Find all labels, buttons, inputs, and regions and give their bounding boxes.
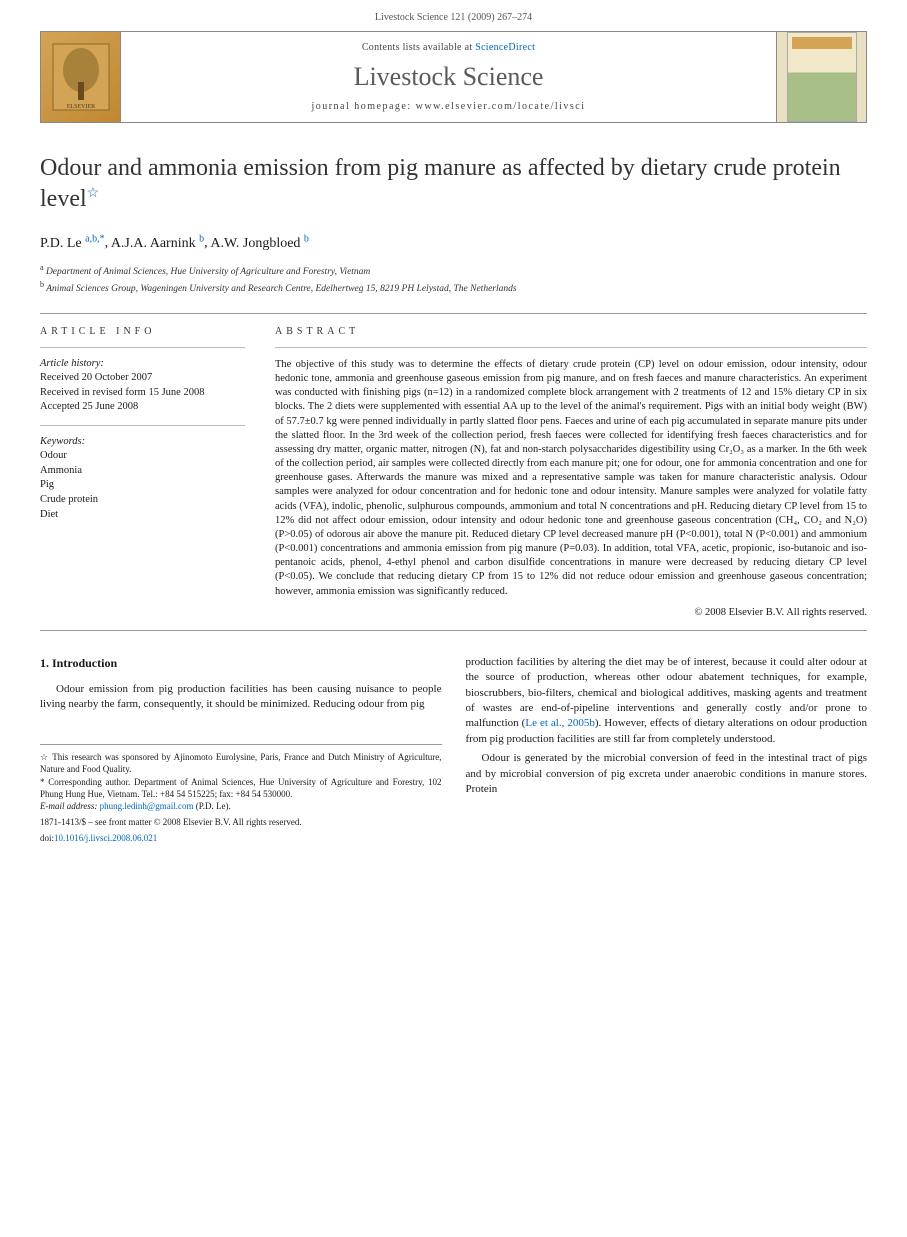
- email-who: (P.D. Le).: [196, 801, 231, 811]
- info-divider: [40, 347, 245, 348]
- elsevier-tree-icon: ELSEVIER: [51, 42, 111, 112]
- info-divider: [275, 347, 867, 348]
- journal-cover-thumbnail: [787, 32, 857, 122]
- journal-title: Livestock Science: [129, 62, 768, 92]
- sponsor-text: This research was sponsored by Ajinomoto…: [40, 752, 442, 774]
- star-icon: ☆: [40, 752, 49, 762]
- front-matter-line: 1871-1413/$ – see front matter © 2008 El…: [40, 816, 442, 828]
- footnotes-block: ☆ This research was sponsored by Ajinomo…: [40, 744, 442, 844]
- abstract-text: The objective of this study was to deter…: [275, 358, 867, 599]
- email-link[interactable]: phung.ledinh@gmail.com: [100, 801, 194, 811]
- affil-marker: b: [40, 280, 44, 289]
- affiliations-block: a Department of Animal Sciences, Hue Uni…: [40, 262, 867, 297]
- author-affil-marker: b: [304, 233, 309, 244]
- left-column: 1. Introduction Odour emission from pig …: [40, 655, 442, 845]
- intro-paragraph-2: production facilities by altering the di…: [466, 655, 868, 747]
- article-info-heading: ARTICLE INFO: [40, 326, 245, 337]
- svg-text:ELSEVIER: ELSEVIER: [66, 104, 94, 110]
- publisher-logo-box: ELSEVIER: [41, 32, 121, 122]
- separator-line: [40, 630, 867, 631]
- right-column: production facilities by altering the di…: [466, 655, 868, 845]
- author-1: P.D. Le a,b,*: [40, 236, 105, 251]
- keyword: Diet: [40, 508, 245, 523]
- homepage-prefix: journal homepage:: [311, 101, 415, 112]
- affiliation-b: b Animal Sciences Group, Wageningen Univ…: [40, 279, 867, 296]
- doi-label: doi:: [40, 833, 54, 843]
- author-name: P.D. Le: [40, 236, 82, 251]
- journal-banner: ELSEVIER Contents lists available at Sci…: [40, 31, 867, 123]
- email-label: E-mail address:: [40, 801, 97, 811]
- citation-link[interactable]: Le et al., 2005b: [525, 717, 595, 729]
- keywords-label: Keywords:: [40, 436, 245, 447]
- history-received: Received 20 October 2007: [40, 371, 245, 386]
- author-2: A.J.A. Aarnink b: [111, 236, 204, 251]
- corresponding-star-icon: *: [100, 233, 105, 244]
- keyword: Odour: [40, 449, 245, 464]
- abstract-heading: ABSTRACT: [275, 326, 867, 337]
- intro-paragraph-3: Odour is generated by the microbial conv…: [466, 751, 868, 797]
- info-divider: [40, 425, 245, 426]
- article-title: Odour and ammonia emission from pig manu…: [40, 153, 867, 215]
- affil-text: Department of Animal Sciences, Hue Unive…: [46, 267, 370, 277]
- author-list: P.D. Le a,b,*, A.J.A. Aarnink b, A.W. Jo…: [40, 233, 867, 252]
- abstract-block: ABSTRACT The objective of this study was…: [275, 326, 867, 618]
- author-affil-marker: a,b,: [85, 233, 99, 244]
- corresponding-text: Corresponding author. Department of Anim…: [40, 777, 442, 799]
- history-accepted: Accepted 25 June 2008: [40, 400, 245, 415]
- journal-homepage-line: journal homepage: www.elsevier.com/locat…: [129, 101, 768, 112]
- homepage-url: www.elsevier.com/locate/livsci: [416, 101, 586, 112]
- keyword: Crude protein: [40, 493, 245, 508]
- history-label: Article history:: [40, 358, 245, 369]
- author-affil-marker: b: [199, 233, 204, 244]
- article-info-sidebar: ARTICLE INFO Article history: Received 2…: [40, 326, 245, 618]
- affil-marker: a: [40, 263, 44, 272]
- contents-available-line: Contents lists available at ScienceDirec…: [129, 42, 768, 53]
- abstract-copyright: © 2008 Elsevier B.V. All rights reserved…: [275, 607, 867, 618]
- sponsor-footnote: ☆ This research was sponsored by Ajinomo…: [40, 751, 442, 775]
- keyword: Pig: [40, 478, 245, 493]
- separator-line: [40, 313, 867, 314]
- affil-text: Animal Sciences Group, Wageningen Univer…: [46, 285, 516, 295]
- author-3: A.W. Jongbloed b: [210, 236, 309, 251]
- sciencedirect-link[interactable]: ScienceDirect: [475, 42, 535, 53]
- contents-prefix: Contents lists available at: [362, 42, 475, 53]
- asterisk-icon: *: [40, 777, 45, 787]
- intro-paragraph-1: Odour emission from pig production facil…: [40, 682, 442, 713]
- history-revised: Received in revised form 15 June 2008: [40, 386, 245, 401]
- email-footnote: E-mail address: phung.ledinh@gmail.com (…: [40, 800, 442, 812]
- page-citation: Livestock Science 121 (2009) 267–274: [0, 0, 907, 31]
- body-two-column: 1. Introduction Odour emission from pig …: [40, 655, 867, 845]
- journal-cover-box: [776, 32, 866, 122]
- doi-line: doi:10.1016/j.livsci.2008.06.021: [40, 832, 442, 844]
- keyword: Ammonia: [40, 464, 245, 479]
- author-name: A.W. Jongbloed: [210, 236, 300, 251]
- corresponding-footnote: * Corresponding author. Department of An…: [40, 776, 442, 800]
- doi-link[interactable]: 10.1016/j.livsci.2008.06.021: [54, 833, 157, 843]
- section-heading-intro: 1. Introduction: [40, 655, 442, 672]
- author-name: A.J.A. Aarnink: [111, 236, 196, 251]
- affiliation-a: a Department of Animal Sciences, Hue Uni…: [40, 262, 867, 279]
- article-title-text: Odour and ammonia emission from pig manu…: [40, 155, 841, 212]
- title-footnote-star-icon: ☆: [87, 186, 100, 201]
